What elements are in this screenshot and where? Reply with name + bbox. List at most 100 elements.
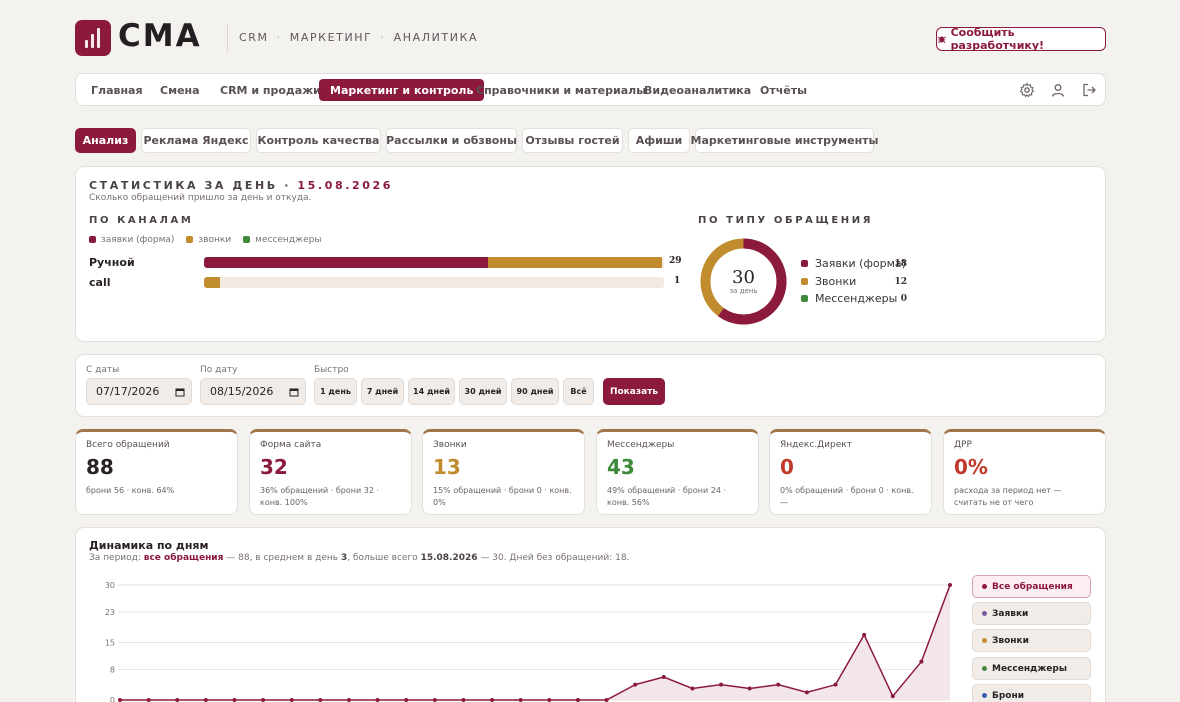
legend-item: звонки [186,235,231,245]
header-nav-marketing[interactable]: МАРКЕТИНГ [289,31,373,44]
logout-icon[interactable] [1081,82,1097,98]
calendar-icon[interactable] [175,387,185,397]
nav-item-reports[interactable]: Отчёты [760,83,808,97]
series-line [120,584,951,701]
y-tick-label: 0 [110,696,115,702]
tab-analysis[interactable]: Анализ [75,128,136,153]
type-legend: Заявки (форма) 18 Звонки 12 Мессенджеры 0 [801,257,907,309]
nav-item-marketing-control[interactable]: Маркетинг и контроль [319,79,485,101]
nav-item-home[interactable]: Главная [91,83,143,97]
data-point [346,698,351,702]
data-point [118,698,122,702]
kpi-value: 0 [780,455,794,479]
kpi-value: 88 [86,455,114,479]
header-nav-analytics[interactable]: АНАЛИТИКА [393,31,479,44]
channel-total: 1 [674,276,681,286]
quick-7-days-button[interactable]: 7 дней [361,378,404,405]
kpi-value: 43 [607,455,635,479]
legend-item: мессенджеры [243,235,322,245]
data-point [461,698,466,702]
tab-marketing-tools[interactable]: Маркетинговые инструменты [691,128,879,153]
type-legend-item: Звонки 12 [801,275,907,288]
y-tick-label: 8 [110,665,115,674]
header-nav-crm[interactable]: CRM [239,31,269,44]
y-tick-label: 23 [105,608,115,617]
data-point [833,682,838,687]
kpi-card: Звонки 13 15% обращений · брони 0 · конв… [422,429,585,515]
kpi-value: 13 [433,455,461,479]
quick-1-day-button[interactable]: 1 день [314,378,357,405]
y-tick-label: 30 [105,581,115,590]
data-point [747,686,752,691]
tab-quality-control[interactable]: Контроль качества [256,128,381,153]
nav-item-crm-sales[interactable]: CRM и продажи [220,83,321,97]
tab-mailings-calls[interactable]: Рассылки и обзвоны [386,128,517,153]
kpi-value: 0% [954,455,988,479]
logo-text: CMA [118,18,202,54]
dynamics-subtitle: За период: все обращения — 88, в среднем… [89,553,630,563]
quick-label: Быстро [314,365,349,375]
quick-30-days-button[interactable]: 30 дней [459,378,507,405]
dynamics-title: Динамика по дням [89,539,209,552]
series-button-forms[interactable]: Заявки [972,602,1091,625]
data-point [175,698,180,702]
data-point [404,698,409,702]
data-point [690,686,695,691]
channel-bar [204,277,664,288]
kpi-card: Яндекс.Директ 0 0% обращений · брони 0 ·… [769,429,932,515]
donut-caption: за день [729,287,757,295]
data-point [203,698,208,702]
data-point [432,698,437,702]
tab-posters[interactable]: Афиши [628,128,690,153]
channels-title: ПО КАНАЛАМ [89,215,194,226]
stats-subtitle: Сколько обращений пришло за день и откуд… [89,193,312,203]
series-area [120,585,950,700]
channel-label: Ручной [89,256,135,269]
nav-item-shift[interactable]: Смена [160,83,200,97]
show-button[interactable]: Показать [603,378,665,405]
header-divider [227,24,228,52]
dynamics-chart: 30 23 15 8 0 [105,581,952,702]
channel-label: call [89,276,111,289]
channels-legend: заявки (форма) звонки мессенджеры [89,235,322,245]
data-point [604,698,609,702]
series-button-all[interactable]: Все обращения [972,575,1091,598]
nav-item-video-analytics[interactable]: Видеоаналитика [644,83,752,97]
kpi-value: 32 [260,455,288,479]
series-button-calls[interactable]: Звонки [972,629,1091,652]
quick-all-button[interactable]: Всё [563,378,594,405]
to-date-input[interactable]: 08/15/2026 [200,378,306,405]
nav-item-references[interactable]: Справочники и материалы [476,83,647,97]
donut-segment-form [700,238,787,325]
data-point [261,698,266,702]
data-point [948,583,952,587]
donut-total: 30 [732,267,755,288]
user-icon[interactable] [1050,82,1066,98]
y-tick-label: 15 [105,639,115,648]
kpi-card: Мессенджеры 43 49% обращений · брони 24 … [596,429,759,515]
data-point [919,659,924,664]
data-point [490,698,495,702]
calendar-icon[interactable] [289,387,299,397]
quick-14-days-button[interactable]: 14 дней [408,378,455,405]
data-point [318,698,323,702]
series-button-messengers[interactable]: Мессенджеры [972,657,1091,680]
data-point [719,682,724,687]
tab-yandex-ads[interactable]: Реклама Яндекс [141,128,251,153]
data-point [232,698,237,702]
from-date-label: С даты [86,365,120,375]
tab-guest-reviews[interactable]: Отзывы гостей [522,128,623,153]
data-point [289,698,294,702]
from-date-input[interactable]: 07/17/2026 [86,378,192,405]
type-legend-item: Мессенджеры 0 [801,292,907,305]
daily-stats-card [75,166,1106,342]
type-title: ПО ТИПУ ОБРАЩЕНИЯ [698,215,874,226]
quick-90-days-button[interactable]: 90 дней [511,378,559,405]
data-point [375,698,380,702]
to-date-label: По дату [200,365,238,375]
series-button-bookings[interactable]: Брони [972,684,1091,702]
gear-icon[interactable] [1019,82,1035,98]
channel-bar [204,257,664,268]
data-point [776,682,781,687]
report-to-developer-button[interactable]: Сообщить разработчику! [936,26,1106,52]
